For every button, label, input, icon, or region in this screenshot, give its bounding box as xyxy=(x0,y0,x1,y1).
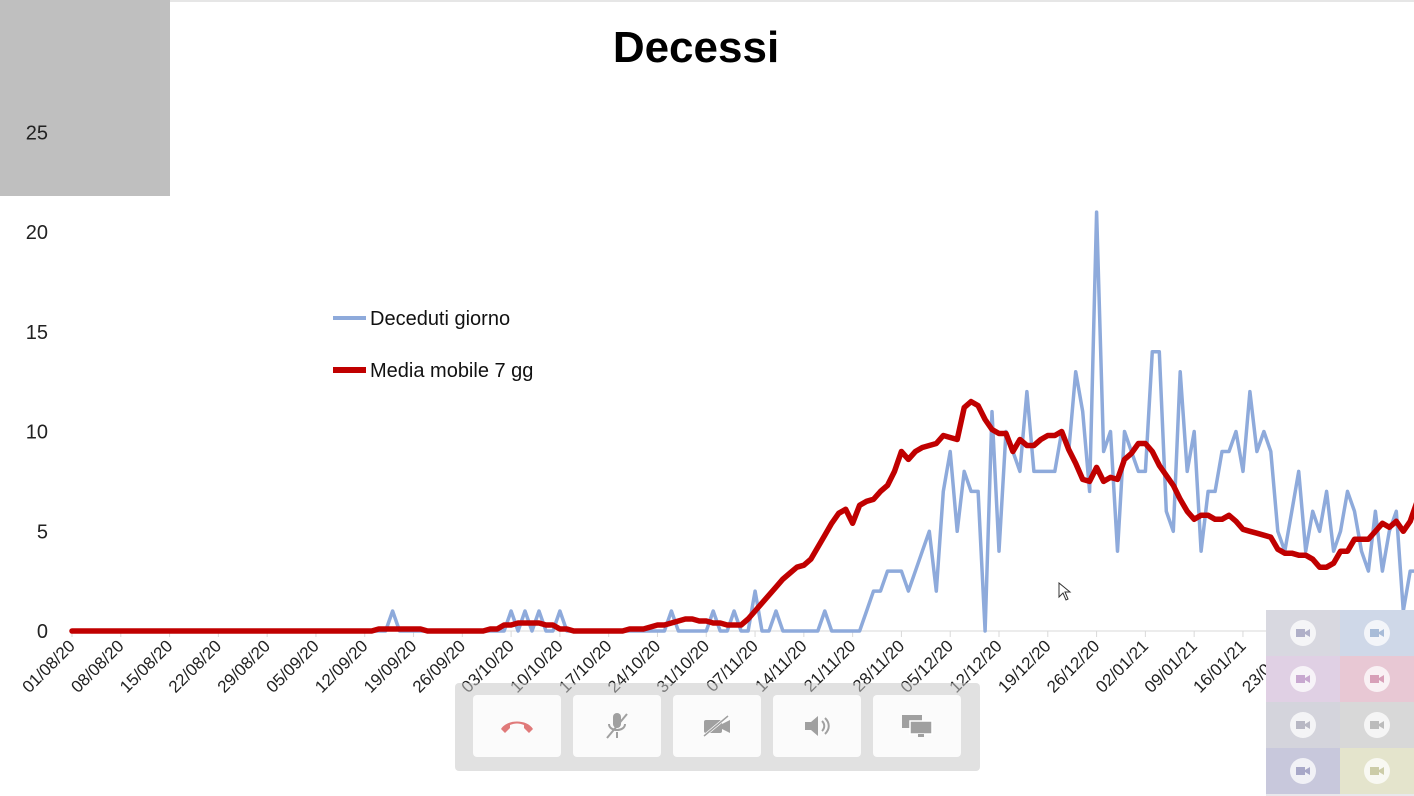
series-line-deceduti-giorno xyxy=(70,210,1414,633)
y-tick-label: 15 xyxy=(26,322,48,344)
participant-tile[interactable] xyxy=(1266,702,1340,748)
series-line-media-mobile xyxy=(69,398,1414,634)
camera-off-icon xyxy=(703,714,730,738)
x-tick-label: 05/09/20 xyxy=(263,636,323,696)
camera-button[interactable] xyxy=(673,695,761,757)
video-camera-icon xyxy=(1364,758,1390,784)
screen-share-button[interactable] xyxy=(873,695,961,757)
phone-hangup-icon xyxy=(501,721,533,733)
x-tick-label: 15/08/20 xyxy=(116,636,176,696)
y-axis: 0 5 10 15 20 25 xyxy=(26,122,48,643)
chart-title: Decessi xyxy=(613,23,779,72)
video-camera-icon xyxy=(1364,666,1390,692)
y-tick-label: 0 xyxy=(37,621,48,643)
video-camera-icon xyxy=(1364,712,1390,738)
mic-muted-icon xyxy=(606,713,628,739)
video-camera-icon xyxy=(1290,620,1316,646)
legend-label-media: Media mobile 7 gg xyxy=(370,360,533,382)
series-layer xyxy=(69,210,1414,634)
y-tick-label: 10 xyxy=(26,422,48,444)
mouse-cursor-icon xyxy=(1058,582,1072,601)
x-tick-label: 08/08/20 xyxy=(67,636,127,696)
participant-tile[interactable] xyxy=(1266,656,1340,702)
slide-corner-block xyxy=(0,0,170,196)
x-tick-label: 26/12/20 xyxy=(1043,636,1103,696)
x-tick-label: 12/09/20 xyxy=(311,636,371,696)
x-tick-label: 02/01/21 xyxy=(1092,636,1152,696)
video-camera-icon xyxy=(1290,758,1316,784)
speaker-icon xyxy=(805,716,830,736)
legend-label-deceduti: Deceduti giorno xyxy=(370,308,510,330)
participant-tile[interactable] xyxy=(1340,702,1414,748)
participant-panel xyxy=(1266,610,1414,796)
x-tick-label: 19/12/20 xyxy=(994,636,1054,696)
x-tick-label: 09/01/21 xyxy=(1141,636,1201,696)
participant-tile[interactable] xyxy=(1266,610,1340,656)
video-camera-icon xyxy=(1364,620,1390,646)
hangup-button[interactable] xyxy=(473,695,561,757)
x-tick-label: 16/01/21 xyxy=(1190,636,1250,696)
participant-tile[interactable] xyxy=(1340,610,1414,656)
x-tick-label: 22/08/20 xyxy=(165,636,225,696)
participant-tile[interactable] xyxy=(1340,656,1414,702)
screen-share-icon xyxy=(902,715,933,737)
x-tick-label: 01/08/20 xyxy=(19,636,79,696)
x-tick-label: 19/09/20 xyxy=(360,636,420,696)
y-tick-label: 25 xyxy=(26,122,48,144)
y-tick-label: 20 xyxy=(26,222,48,244)
speaker-button[interactable] xyxy=(773,695,861,757)
participant-tile[interactable] xyxy=(1266,748,1340,794)
x-tick-label: 29/08/20 xyxy=(214,636,274,696)
video-camera-icon xyxy=(1290,712,1316,738)
top-border xyxy=(0,0,1414,2)
y-tick-label: 5 xyxy=(37,521,48,543)
video-camera-icon xyxy=(1290,666,1316,692)
call-controls-bar xyxy=(455,683,980,771)
participant-tile[interactable] xyxy=(1340,748,1414,794)
legend: Deceduti giorno Media mobile 7 gg xyxy=(333,308,533,382)
mute-button[interactable] xyxy=(573,695,661,757)
